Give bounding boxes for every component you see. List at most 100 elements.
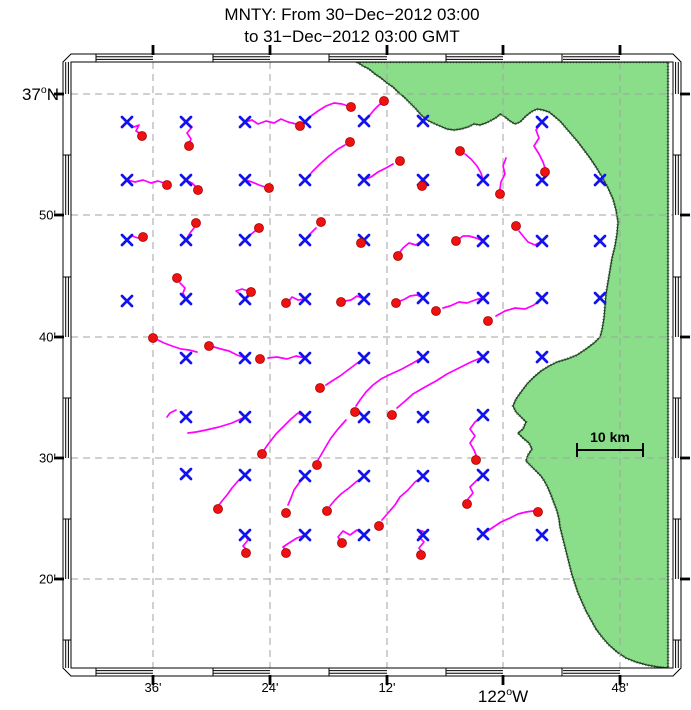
endpoint-dot: [184, 141, 194, 151]
trajectory-path: [399, 294, 424, 302]
grid-x-marker: [179, 173, 193, 187]
endpoint-dot: [204, 341, 214, 351]
endpoint-dot: [213, 504, 223, 514]
trajectory-path: [304, 102, 349, 123]
trajectory-path: [381, 475, 424, 521]
grid-x-marker: [238, 528, 252, 542]
endpoint-dot: [255, 354, 265, 364]
grid-x-marker: [357, 528, 371, 542]
trajectory-path: [325, 357, 365, 386]
endpoint-dot: [322, 506, 332, 516]
grid-x-marker: [416, 233, 430, 247]
endpoint-dot: [356, 238, 366, 248]
grid-x-marker: [416, 410, 430, 424]
grid-x-marker: [298, 233, 312, 247]
grid-x-marker: [179, 233, 193, 247]
endpoint-dot: [312, 460, 322, 470]
grid-x-marker: [416, 350, 430, 364]
trajectory-path: [126, 179, 165, 184]
trajectory-path: [317, 419, 347, 461]
trajectory-path: [363, 163, 394, 181]
trajectory-path: [469, 416, 483, 456]
trajectory-path: [442, 297, 484, 309]
grid-x-marker: [120, 115, 134, 129]
trajectory-path: [244, 179, 266, 188]
y-tick-label: 37oN: [22, 84, 59, 104]
endpoint-dot: [281, 298, 291, 308]
endpoint-dot: [483, 316, 493, 326]
grid-x-marker: [298, 351, 312, 365]
trajectory-path: [166, 409, 177, 418]
trajectory-path: [396, 356, 484, 409]
grid-x-marker: [238, 468, 252, 482]
grid-x-marker: [535, 234, 549, 248]
grid-x-marker: [357, 114, 371, 128]
grid-x-marker: [179, 410, 193, 424]
grid-x-marker: [179, 467, 193, 481]
endpoint-dot: [172, 273, 182, 283]
grid-x-marker: [238, 233, 252, 247]
trajectory-path: [187, 416, 246, 434]
grid-x-marker: [416, 291, 430, 305]
graticule-layer: [71, 62, 673, 668]
grid-x-marker: [476, 291, 490, 305]
land-polygon: [355, 62, 669, 668]
endpoint-dot: [193, 185, 203, 195]
endpoint-dot: [162, 180, 172, 190]
scale-bar: [576, 443, 644, 457]
figure-title: MNTY: From 30−Dec−2012 03:00 to 31−Dec−2…: [13, 4, 691, 48]
trajectory-path: [533, 121, 546, 169]
grid-x-marker: [476, 468, 490, 482]
endpoint-dot: [138, 232, 148, 242]
trajectory-path: [288, 296, 306, 302]
grid-x-marker: [179, 115, 193, 129]
endpoint-dot: [315, 383, 325, 393]
grid-x-marker: [357, 292, 371, 306]
trajectory-layer: [126, 101, 546, 553]
grid-x-marker: [357, 410, 371, 424]
endpoint-dot: [391, 298, 401, 308]
endpoint-dot: [379, 96, 389, 106]
endpoint-dot: [350, 407, 360, 417]
endpoint-dot: [264, 183, 274, 193]
endpoint-dot: [511, 221, 521, 231]
trajectory-path: [344, 295, 365, 302]
grid-x-marker: [416, 528, 430, 542]
grid-x-marker: [120, 294, 134, 308]
trajectory-path: [458, 235, 484, 242]
land-layer: [354, 62, 670, 668]
frame-inner: [70, 61, 674, 669]
grid-x-marker: [416, 114, 430, 128]
trajectory-path: [213, 346, 246, 359]
grid-x-marker: [357, 351, 371, 365]
endpoint-dot: [393, 251, 403, 261]
grid-x-marker: [476, 527, 490, 541]
endpoint-dot: [281, 508, 291, 518]
frame-layer: [62, 53, 682, 677]
x-tick-label: 122oW: [478, 686, 528, 706]
trajectory-path: [267, 355, 306, 360]
y-tick-label: 40': [39, 330, 56, 345]
trajectory-path: [329, 475, 365, 507]
trajectory-path: [157, 339, 198, 353]
x-tick-label: 12': [379, 680, 396, 695]
grid-x-marker: [120, 173, 134, 187]
grid-x-marker: [298, 528, 312, 542]
endpoint-dot: [471, 455, 481, 465]
endpoint-dot: [417, 181, 427, 191]
endpoint-dot: [336, 297, 346, 307]
major-tick-layer: [54, 45, 690, 685]
trajectory-path: [355, 356, 424, 407]
endpoint-dot: [540, 167, 550, 177]
y-tick-label: 30': [39, 451, 56, 466]
grid-x-marker: [476, 350, 490, 364]
trajectory-path: [244, 118, 297, 125]
title-line2: to 31−Dec−2012 03:00 GMT: [244, 27, 460, 46]
y-tick-label: 50': [39, 208, 56, 223]
endpoint-dot: [148, 333, 158, 343]
trajectory-path: [464, 153, 484, 181]
grid-x-marker: [476, 408, 490, 422]
endpoint-dot: [495, 189, 505, 199]
endpoint-layer: [137, 96, 550, 560]
